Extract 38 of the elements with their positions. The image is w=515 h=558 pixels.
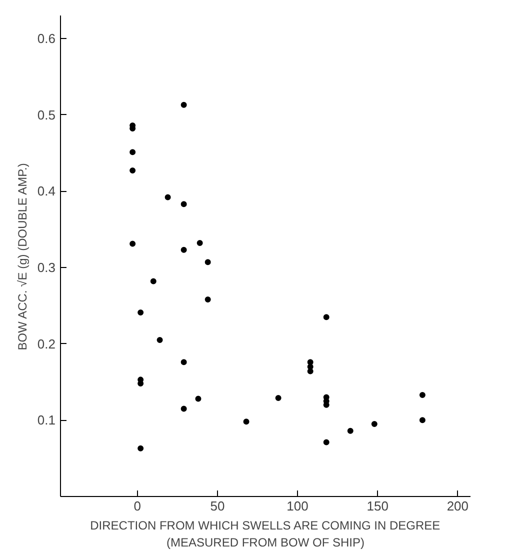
point xyxy=(323,314,330,320)
point xyxy=(130,240,136,247)
point xyxy=(196,240,203,246)
y-tick-label: 0.1 xyxy=(37,412,56,428)
point xyxy=(130,167,136,174)
point xyxy=(204,259,211,266)
point xyxy=(180,201,187,208)
x-tick-label: 200 xyxy=(446,498,469,514)
point xyxy=(180,246,187,253)
point xyxy=(204,296,211,303)
point xyxy=(419,392,426,398)
x-tick-label: 150 xyxy=(366,498,388,514)
point xyxy=(275,395,282,402)
y-tick-label: 0.2 xyxy=(37,336,56,352)
point xyxy=(323,439,330,446)
y-tick-label: 0.4 xyxy=(37,184,56,199)
point xyxy=(243,418,250,425)
point xyxy=(195,396,202,402)
x-tick-label: 100 xyxy=(286,498,308,514)
point xyxy=(419,417,426,424)
point xyxy=(150,278,156,284)
point xyxy=(156,336,163,343)
y-tick-label: 0.3 xyxy=(37,260,56,275)
point xyxy=(371,420,378,427)
point xyxy=(180,406,187,412)
point xyxy=(180,102,187,108)
point xyxy=(130,149,136,156)
x-axis-title: DIRECTION FROM WHICH SWELLS ARE COMING IN DEGREE (MEASURED FROM BOW OF SHIP) xyxy=(90,518,440,550)
point xyxy=(347,428,354,434)
x-tick-label: 0 xyxy=(134,498,141,514)
y-axis-title: BOW ACC. √E (g) (DOUBLE AMP.) xyxy=(15,163,30,350)
point xyxy=(138,310,144,316)
point xyxy=(164,194,171,200)
y-tick-label: 0.6 xyxy=(37,30,56,46)
point xyxy=(138,445,144,452)
point xyxy=(180,359,187,366)
y-tick-label: 0.5 xyxy=(37,107,56,122)
x-tick-label: 50 xyxy=(210,498,225,514)
